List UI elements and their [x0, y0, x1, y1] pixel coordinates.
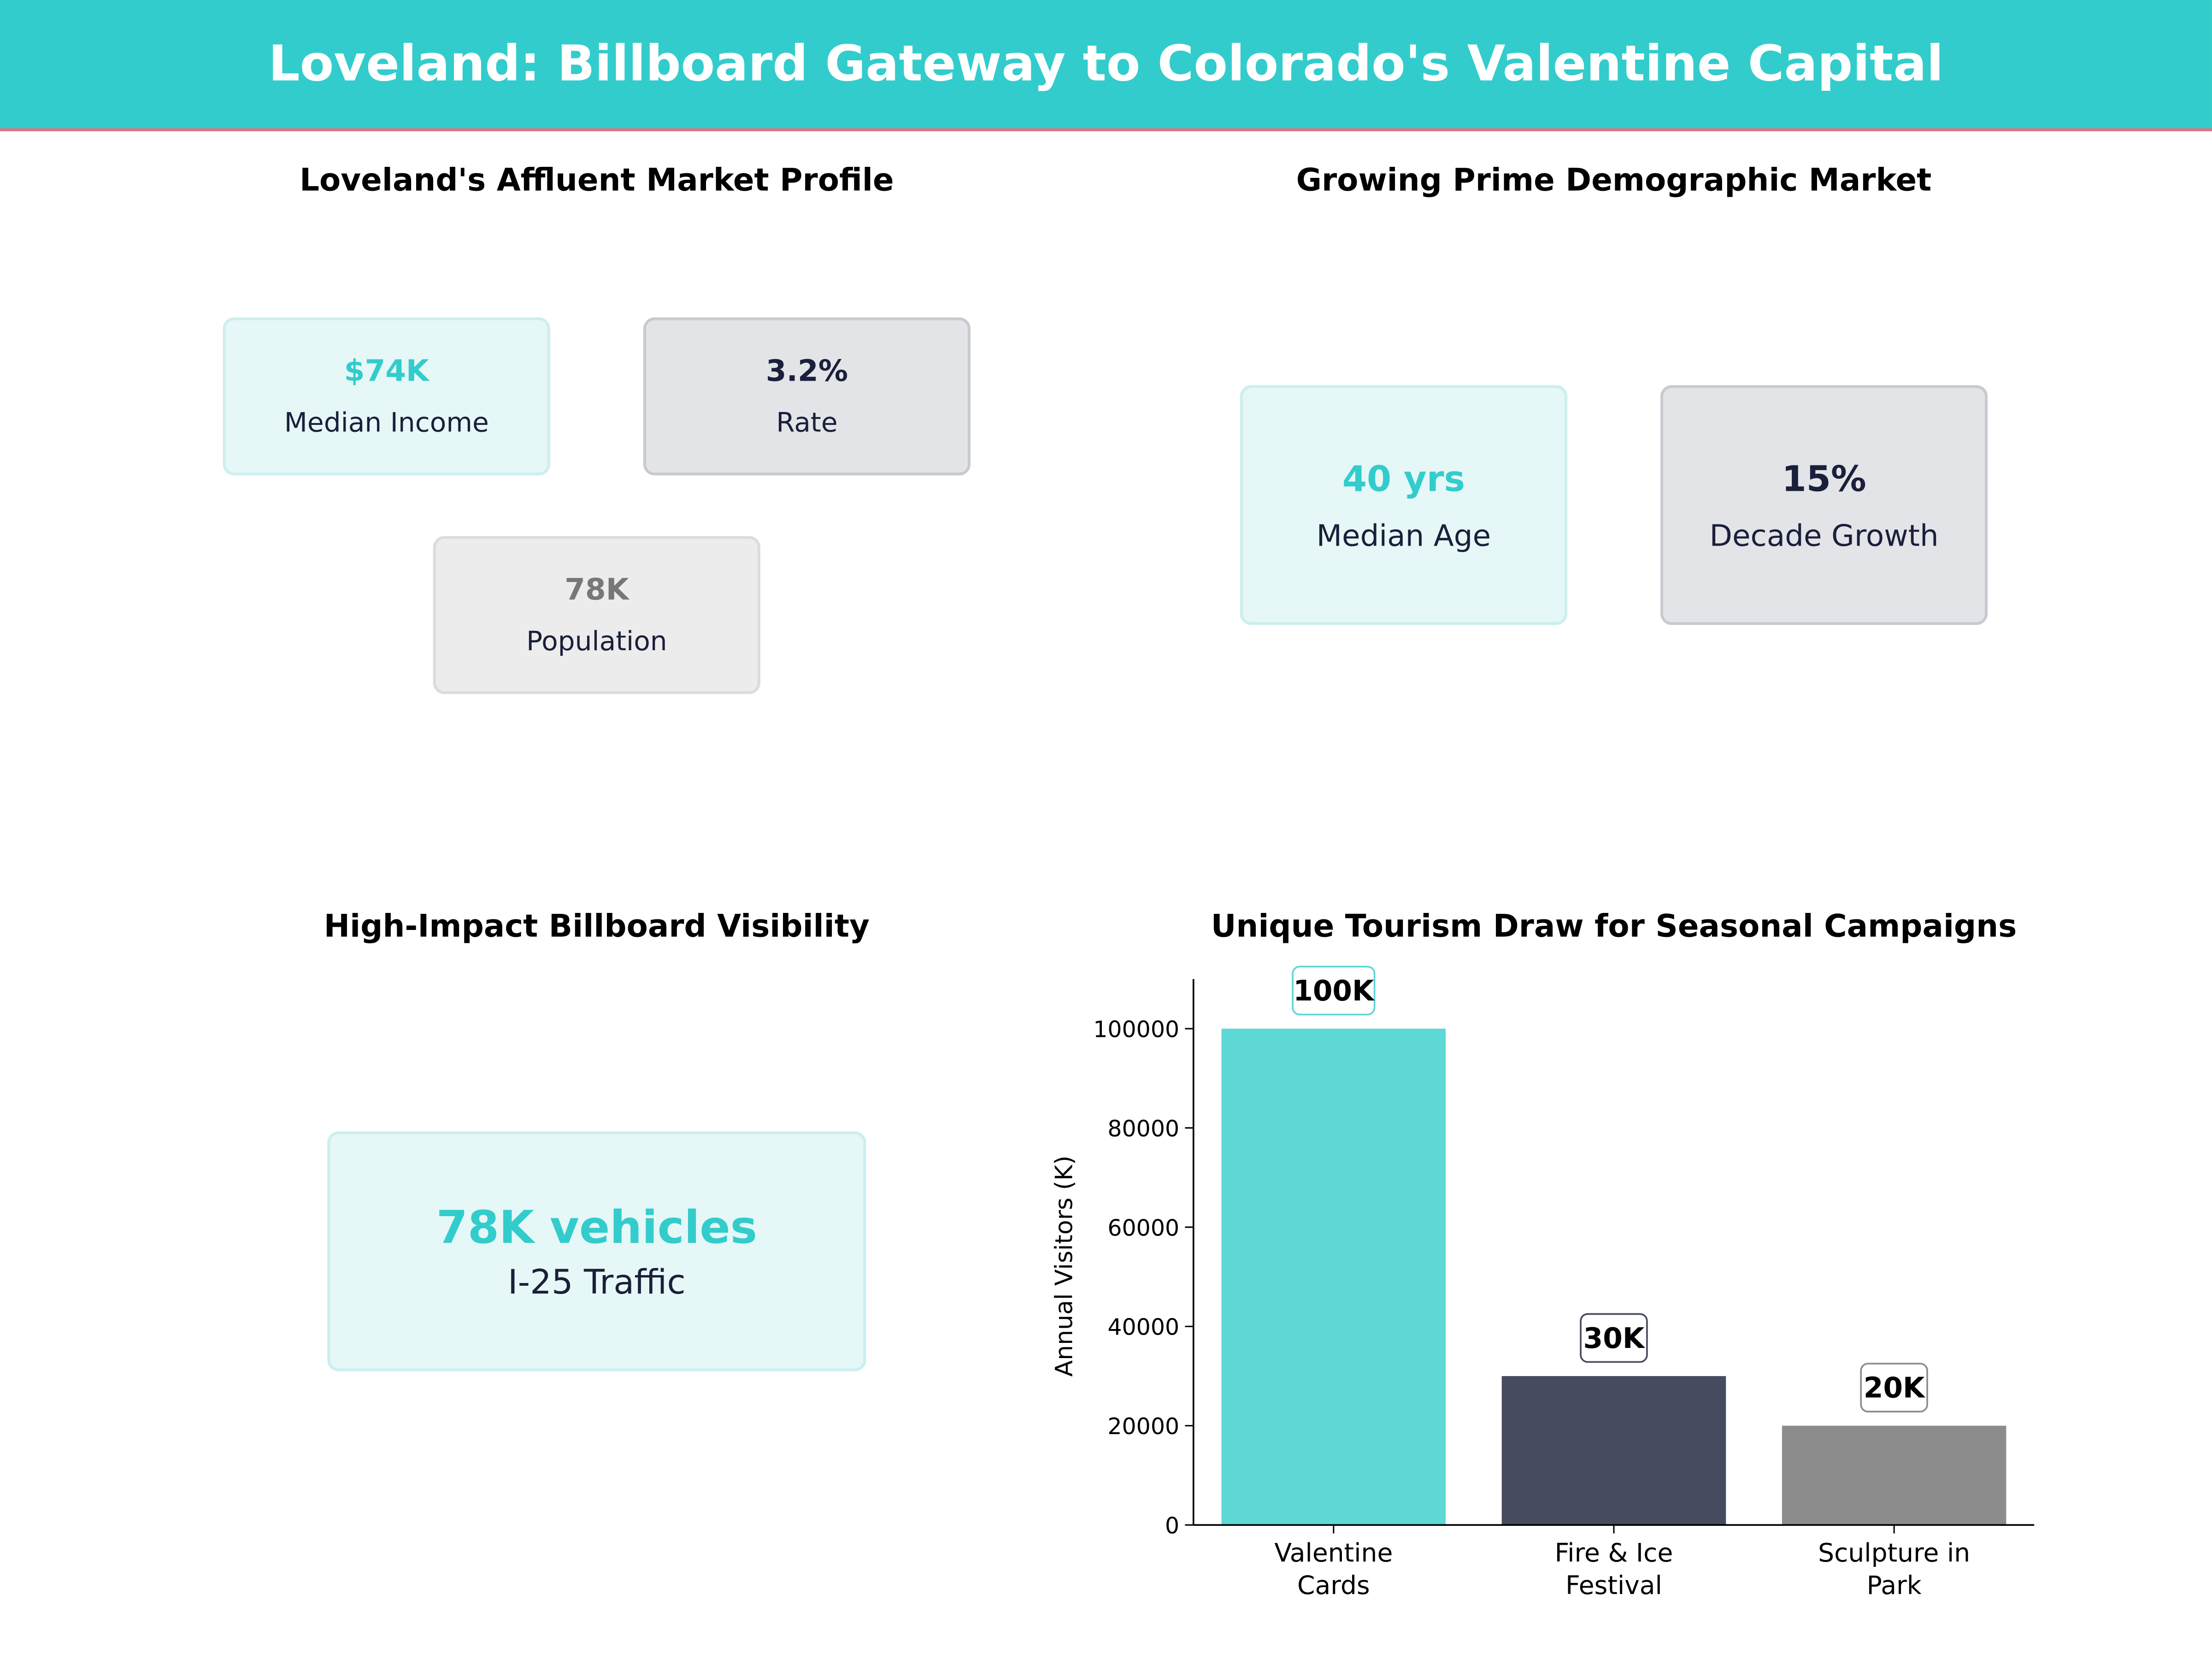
- y-tick-label: 20000: [1107, 1413, 1179, 1440]
- y-axis-label: Annual Visitors (K): [1051, 1155, 1078, 1377]
- card-label: I-25 Traffic: [507, 1262, 686, 1302]
- card-value: 3.2%: [765, 354, 848, 388]
- y-tick-label: 40000: [1107, 1314, 1179, 1341]
- x-tick-label: Festival: [1565, 1571, 1662, 1600]
- data-label: 20K: [1864, 1372, 1926, 1405]
- demographic-title: Growing Prime Demographic Market: [1296, 164, 1932, 199]
- y-tick-label: 80000: [1107, 1116, 1179, 1142]
- card-value: 40 yrs: [1342, 458, 1465, 499]
- card-value: 78K vehicles: [436, 1200, 758, 1254]
- card-value: 78K: [565, 572, 629, 607]
- y-tick-label: 0: [1165, 1513, 1179, 1539]
- card-label: Median Income: [284, 407, 489, 439]
- card-value: 15%: [1782, 458, 1866, 499]
- header-banner: Loveland: Billboard Gateway to Colorado'…: [0, 0, 2212, 131]
- data-label-box: [1292, 965, 1376, 1016]
- data-label-box: [1580, 1313, 1648, 1363]
- card-label: Rate: [776, 407, 838, 439]
- page-title: Loveland: Billboard Gateway to Colorado'…: [268, 36, 1944, 93]
- bar: [1782, 1425, 2006, 1525]
- x-tick-label: Cards: [1297, 1571, 1370, 1600]
- data-label-box: [1860, 1363, 1928, 1412]
- median-age-card: 40 yrs Median Age: [1240, 385, 1567, 625]
- card-label: Population: [526, 626, 667, 658]
- population-card: 78K Population: [433, 536, 760, 694]
- decade-growth-card: 15% Decade Growth: [1660, 385, 1988, 625]
- x-tick-label: Sculpture in: [1818, 1538, 1970, 1568]
- x-tick-label: Fire & Ice: [1555, 1538, 1673, 1568]
- x-tick-label: Valentine: [1274, 1538, 1393, 1568]
- x-tick-label: Park: [1867, 1571, 1922, 1600]
- card-label: Median Age: [1316, 518, 1491, 553]
- median-income-card: $74K Median Income: [223, 317, 550, 476]
- bar: [1221, 1029, 1446, 1525]
- y-tick-label: 100000: [1093, 1017, 1179, 1043]
- rate-card: 3.2% Rate: [643, 317, 971, 476]
- market-profile-title: Loveland's Affluent Market Profile: [300, 164, 894, 199]
- card-value: $74K: [344, 354, 429, 388]
- card-label: Decade Growth: [1709, 518, 1939, 553]
- visibility-title: High-Impact Billboard Visibility: [324, 910, 870, 946]
- data-label: 100K: [1293, 975, 1375, 1007]
- bar: [1501, 1376, 1726, 1525]
- chart-title: Unique Tourism Draw for Seasonal Campaig…: [1211, 910, 2017, 946]
- y-tick-label: 60000: [1107, 1215, 1179, 1241]
- traffic-card: 78K vehicles I-25 Traffic: [327, 1131, 866, 1371]
- data-label: 30K: [1583, 1322, 1646, 1355]
